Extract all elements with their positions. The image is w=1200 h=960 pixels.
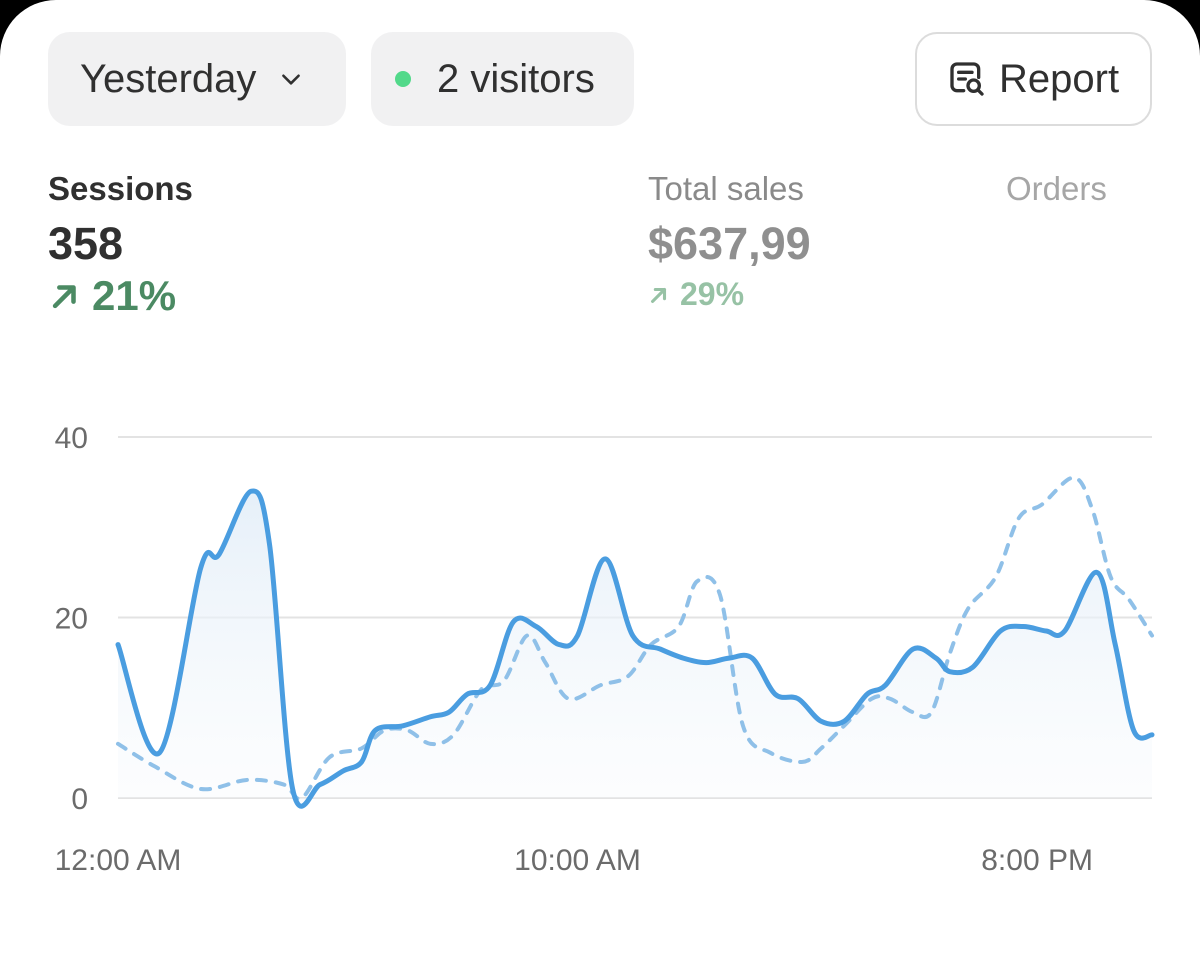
- total-sales-label: Total sales: [648, 170, 804, 207]
- series-current-area: [118, 490, 1152, 807]
- status-dot-icon: [395, 71, 411, 87]
- sessions-value: 358: [48, 218, 124, 269]
- series-previous-line: [116, 475, 1154, 801]
- sessions-change: 21%: [48, 272, 193, 320]
- sessions-line-chart: 0 20 40 12:00 AM 10:00 AM 8:00 PM: [55, 422, 1155, 877]
- total-sales-value: $637,99: [648, 218, 811, 269]
- arrow-up-right-icon: [52, 285, 76, 309]
- x-tick-label: 12:00 AM: [55, 844, 182, 877]
- metric-sessions[interactable]: Sessions 358 21%: [48, 170, 193, 320]
- live-visitors-button[interactable]: 2 visitors: [371, 32, 634, 126]
- y-tick-label: 40: [55, 422, 88, 455]
- sessions-change-value: 21%: [92, 272, 177, 319]
- chevron-down-icon: [282, 74, 301, 85]
- x-tick-label: 8:00 PM: [981, 844, 1093, 877]
- y-tick-label: 0: [71, 783, 88, 816]
- metric-orders[interactable]: Orders: [1006, 170, 1107, 208]
- report-search-icon: [950, 62, 984, 96]
- sessions-label: Sessions: [48, 170, 193, 207]
- x-tick-label: 10:00 AM: [514, 844, 641, 877]
- orders-label: Orders: [1006, 170, 1107, 207]
- report-button[interactable]: Report: [915, 32, 1152, 126]
- live-visitors-label: 2 visitors: [437, 56, 595, 101]
- date-range-dropdown[interactable]: Yesterday: [48, 32, 346, 126]
- total-sales-change-value: 29%: [680, 276, 745, 312]
- y-tick-label: 20: [55, 603, 88, 636]
- date-range-label: Yesterday: [80, 56, 257, 101]
- series-current-line: [115, 488, 1155, 809]
- arrow-up-right-icon: [651, 287, 667, 303]
- report-label: Report: [999, 56, 1120, 101]
- metric-total-sales[interactable]: Total sales $637,99 29%: [648, 170, 811, 313]
- total-sales-change: 29%: [648, 276, 811, 313]
